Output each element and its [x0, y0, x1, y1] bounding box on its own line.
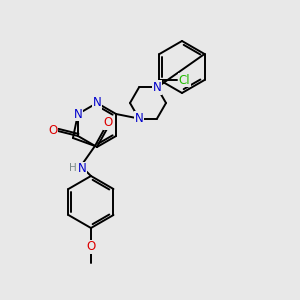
Text: O: O	[86, 241, 96, 254]
Text: O: O	[103, 116, 112, 130]
Text: Cl: Cl	[179, 74, 190, 86]
Text: N: N	[135, 112, 143, 125]
Text: N: N	[153, 81, 161, 94]
Text: O: O	[48, 124, 58, 136]
Text: N: N	[78, 163, 86, 176]
Text: N: N	[74, 107, 82, 121]
Text: N: N	[93, 97, 101, 110]
Text: H: H	[69, 163, 77, 173]
